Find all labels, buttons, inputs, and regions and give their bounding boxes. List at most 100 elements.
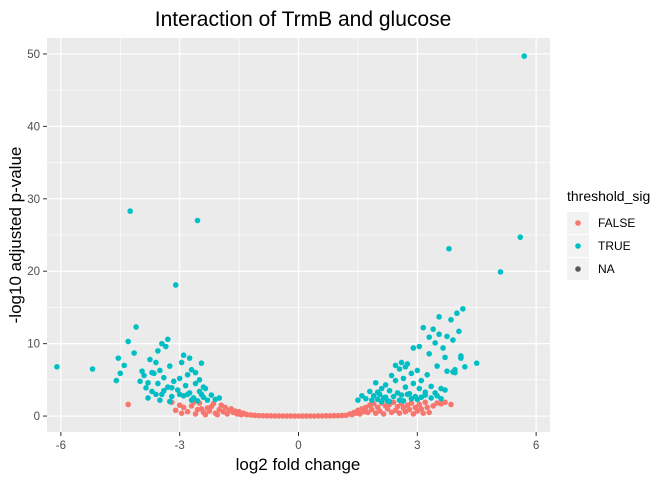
data-point: [315, 413, 322, 419]
data-point: [418, 377, 425, 384]
y-tick-label: 50: [27, 49, 40, 61]
data-point: [170, 378, 177, 385]
data-point: [323, 413, 330, 419]
data-point: [359, 392, 365, 399]
data-point: [295, 413, 302, 419]
data-point: [267, 413, 274, 419]
data-point: [378, 385, 385, 392]
data-point: [271, 413, 278, 419]
data-point: [178, 410, 185, 416]
data-point: [194, 217, 201, 224]
data-point: [452, 369, 458, 376]
data-point: [380, 411, 387, 417]
data-point: [374, 389, 381, 395]
data-point: [368, 406, 375, 413]
data-point: [202, 411, 209, 418]
data-point: [196, 377, 203, 383]
data-point: [392, 377, 399, 384]
data-point: [121, 362, 128, 369]
data-point: [497, 269, 504, 275]
data-point: [157, 397, 163, 403]
data-point: [153, 391, 159, 398]
data-point: [303, 413, 310, 419]
data-point: [416, 401, 423, 408]
data-point: [426, 334, 433, 340]
data-point: [145, 379, 151, 386]
data-point: [434, 392, 440, 399]
data-point: [143, 385, 149, 391]
data-point: [131, 350, 137, 356]
data-point: [275, 413, 282, 419]
data-point: [430, 403, 436, 409]
data-point: [214, 411, 221, 418]
data-point: [184, 371, 191, 378]
data-point: [157, 367, 163, 374]
y-axis-ticks: 0 10 20 30 40 50: [27, 49, 47, 423]
data-point: [438, 395, 444, 402]
data-point: [176, 391, 183, 398]
legend-label: TRUE: [598, 239, 631, 253]
data-point: [188, 366, 195, 373]
data-point: [117, 370, 124, 377]
data-point: [434, 363, 440, 369]
data-point: [521, 53, 528, 59]
data-point: [153, 359, 159, 366]
data-point: [133, 324, 139, 330]
data-point: [382, 394, 389, 401]
legend-entry-true: TRUE: [567, 235, 631, 257]
data-point: [155, 380, 161, 387]
data-point: [398, 359, 405, 366]
data-point: [396, 410, 403, 416]
data-point: [440, 345, 446, 351]
data-point: [372, 379, 379, 386]
data-point: [442, 354, 448, 361]
data-point: [410, 345, 417, 351]
legend-swatch: [575, 266, 581, 272]
data-point: [444, 333, 450, 340]
data-point: [279, 413, 286, 419]
data-point: [319, 413, 326, 419]
data-point: [398, 392, 405, 398]
data-point: [473, 360, 480, 366]
series-true: [54, 53, 528, 405]
data-point: [141, 372, 147, 379]
data-point: [426, 350, 433, 357]
data-point: [186, 355, 193, 361]
data-point: [418, 406, 425, 412]
legend: threshold_sig FALSE TRUE NA: [567, 188, 650, 280]
data-point: [378, 398, 385, 405]
legend-entries: FALSE TRUE NA: [567, 212, 635, 280]
x-tick-label: -6: [56, 440, 66, 452]
data-point: [54, 364, 60, 370]
data-point: [159, 340, 165, 347]
data-point: [370, 392, 377, 399]
data-point: [127, 208, 133, 214]
y-tick-label: 10: [27, 339, 40, 351]
data-point: [448, 401, 454, 408]
data-point: [390, 393, 397, 400]
data-point: [184, 408, 191, 415]
data-point: [448, 316, 454, 323]
data-point: [155, 348, 161, 354]
data-point: [392, 362, 399, 369]
data-point: [166, 363, 173, 369]
data-point: [204, 397, 211, 403]
data-point: [365, 409, 371, 416]
data-point: [198, 391, 205, 398]
data-point: [125, 401, 131, 408]
data-point: [174, 387, 181, 393]
data-point: [424, 371, 431, 378]
y-tick-label: 40: [27, 121, 40, 133]
legend-entry-false: FALSE: [567, 212, 635, 234]
data-point: [210, 400, 217, 407]
data-point: [442, 387, 448, 393]
x-tick-label: -3: [175, 440, 185, 452]
x-tick-label: 3: [414, 440, 420, 452]
data-point: [339, 412, 345, 419]
data-point: [456, 328, 462, 335]
data-point: [115, 355, 122, 361]
data-point: [424, 404, 431, 411]
data-point: [178, 359, 185, 366]
data-point: [206, 408, 213, 414]
